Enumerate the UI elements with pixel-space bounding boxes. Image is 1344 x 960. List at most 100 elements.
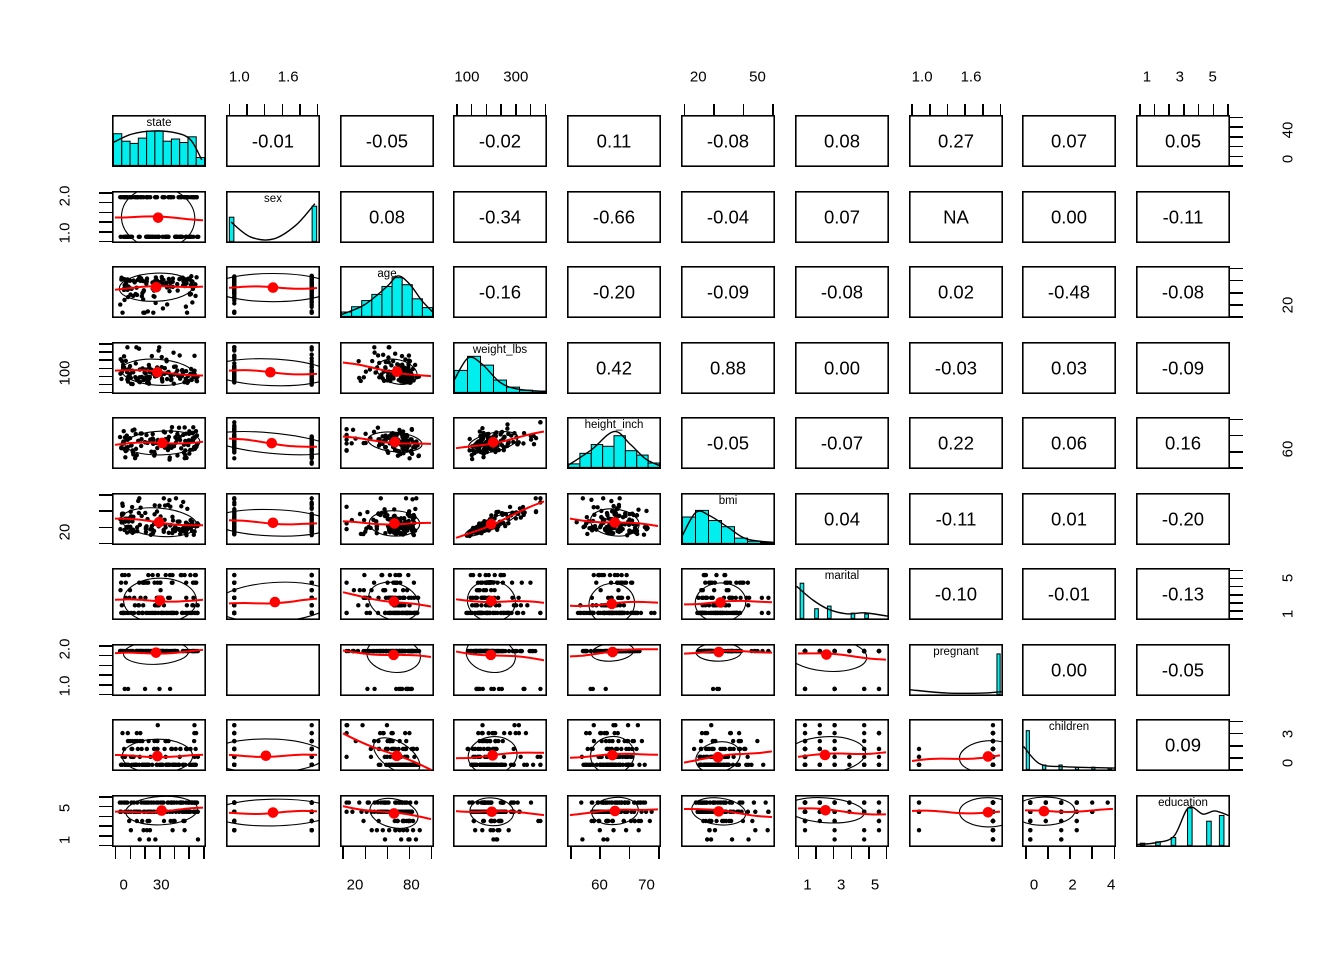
panel-scatter-weight_lbs-sex	[225, 341, 320, 394]
corr-value: 0.01	[1051, 508, 1087, 529]
axis-tick	[1230, 451, 1244, 453]
axis-tick	[815, 846, 817, 859]
corr-value: -0.34	[479, 206, 521, 227]
panel-corr-bmi-education: -0.20	[1136, 492, 1231, 545]
panel-corr-height_inch-marital: -0.07	[794, 417, 889, 469]
panel-corr-age-children: -0.48	[1022, 266, 1117, 318]
axis-tick	[850, 846, 853, 859]
axis-label-bottom-70: 70	[638, 876, 655, 893]
axis-tick	[281, 104, 284, 115]
diag-label-height_inch: height_inch	[585, 419, 644, 431]
axis-label-left-1.0: 1.0	[56, 675, 74, 697]
panel-corr-age-weight_lbs: -0.16	[453, 266, 548, 318]
axis-label-top-1.6: 1.6	[960, 68, 982, 86]
panel-scatter-pregnant-height_inch	[567, 643, 662, 696]
panel-corr-age-height_inch: -0.20	[567, 266, 662, 318]
panel-corr-sex-weight_lbs: -0.34	[453, 190, 548, 243]
axis-tick	[1230, 155, 1244, 158]
axis-tick	[1230, 467, 1244, 469]
corr-value: 0.08	[824, 131, 860, 152]
axis-label-left-20: 20	[56, 523, 74, 540]
axis-tick	[1091, 846, 1093, 859]
axis-tick	[570, 846, 572, 859]
axis-tick	[1139, 104, 1141, 115]
corr-value: 0.22	[938, 433, 974, 454]
corr-value: -0.05	[707, 433, 749, 454]
axis-label-left-1.0: 1.0	[56, 222, 74, 244]
panel-corr-marital-pregnant: -0.10	[908, 568, 1003, 620]
axis-tick	[868, 846, 870, 859]
panel-corr-sex-children: 0.00	[1022, 190, 1117, 243]
panel-corr-weight_lbs-education: -0.09	[1136, 341, 1231, 394]
axis-tick	[99, 693, 112, 696]
axis-label-top-100: 100	[454, 68, 480, 86]
axis-label-bottom-2: 2	[1068, 876, 1077, 893]
axis-tick	[99, 654, 112, 657]
axis-tick	[99, 844, 112, 847]
panel-scatter-education-marital	[794, 794, 889, 847]
axis-tick	[99, 664, 112, 667]
axis-label-top-5: 5	[1208, 68, 1217, 86]
axis-tick	[1230, 745, 1244, 747]
corr-value: -0.04	[707, 206, 749, 227]
corr-value: -0.66	[593, 206, 635, 227]
panel-diag-height_inch-height_inch: height_inch	[567, 417, 662, 469]
panel-corr-state-bmi: -0.08	[681, 115, 775, 167]
panel-corr-height_inch-bmi: -0.05	[681, 417, 775, 469]
panel-diag-bmi-bmi: bmi	[681, 492, 775, 545]
axis-tick	[515, 104, 517, 115]
axis-tick	[159, 846, 161, 859]
corr-value: 0.09	[1165, 735, 1201, 756]
panel-corr-state-pregnant: 0.27	[908, 115, 1003, 167]
axis-tick	[1230, 136, 1244, 138]
axis-label-bottom-30: 30	[152, 876, 170, 893]
panel-corr-state-children: 0.07	[1022, 115, 1117, 167]
corr-value: -0.11	[935, 508, 976, 529]
axis-tick	[1230, 732, 1244, 735]
corr-value: 0.00	[1051, 206, 1087, 227]
panel-scatter-pregnant-sex	[225, 643, 320, 696]
axis-tick	[99, 221, 112, 223]
axis-tick	[129, 846, 132, 859]
panel-scatter-weight_lbs-age	[339, 341, 434, 394]
corr-value: 0.08	[369, 206, 405, 227]
axis-tick	[832, 846, 835, 859]
panel-scatter-children-marital	[794, 719, 889, 771]
axis-tick	[203, 846, 205, 859]
axis-tick	[99, 796, 112, 798]
axis-tick	[1230, 594, 1244, 596]
corr-value: -0.08	[821, 282, 863, 303]
axis-tick	[683, 104, 686, 115]
diag-label-education: education	[1158, 797, 1208, 809]
axis-tick	[99, 684, 112, 686]
axis-label-bottom-20: 20	[346, 876, 364, 893]
axis-label-right-0: 0	[1279, 155, 1297, 164]
axis-tick	[99, 367, 112, 369]
axis-tick	[1230, 610, 1244, 612]
axis-tick	[228, 104, 231, 115]
corr-value: 0.11	[597, 131, 632, 152]
axis-label-bottom-0: 0	[1029, 876, 1039, 893]
axis-tick	[797, 846, 800, 859]
axis-tick	[1230, 116, 1244, 119]
axis-label-top-1: 1	[1142, 68, 1152, 86]
axis-tick	[99, 383, 112, 386]
axis-tick	[144, 846, 146, 859]
corr-value: 0.88	[710, 357, 746, 378]
axis-tick	[99, 494, 112, 496]
panel-scatter-height_inch-sex	[225, 417, 320, 469]
axis-tick	[1230, 267, 1244, 270]
axis-tick	[1230, 126, 1244, 128]
panel-corr-weight_lbs-bmi: 0.88	[681, 341, 775, 394]
axis-tick	[1197, 104, 1200, 115]
panel-scatter-education-sex	[225, 794, 320, 847]
axis-tick	[713, 104, 715, 115]
corr-value: -0.01	[1048, 584, 1090, 605]
axis-tick	[742, 104, 745, 115]
axis-tick	[99, 359, 112, 361]
panel-scatter-education-age	[339, 794, 434, 847]
axis-tick	[1230, 569, 1244, 572]
axis-tick	[99, 211, 112, 214]
panel-corr-age-education: -0.08	[1136, 266, 1231, 318]
